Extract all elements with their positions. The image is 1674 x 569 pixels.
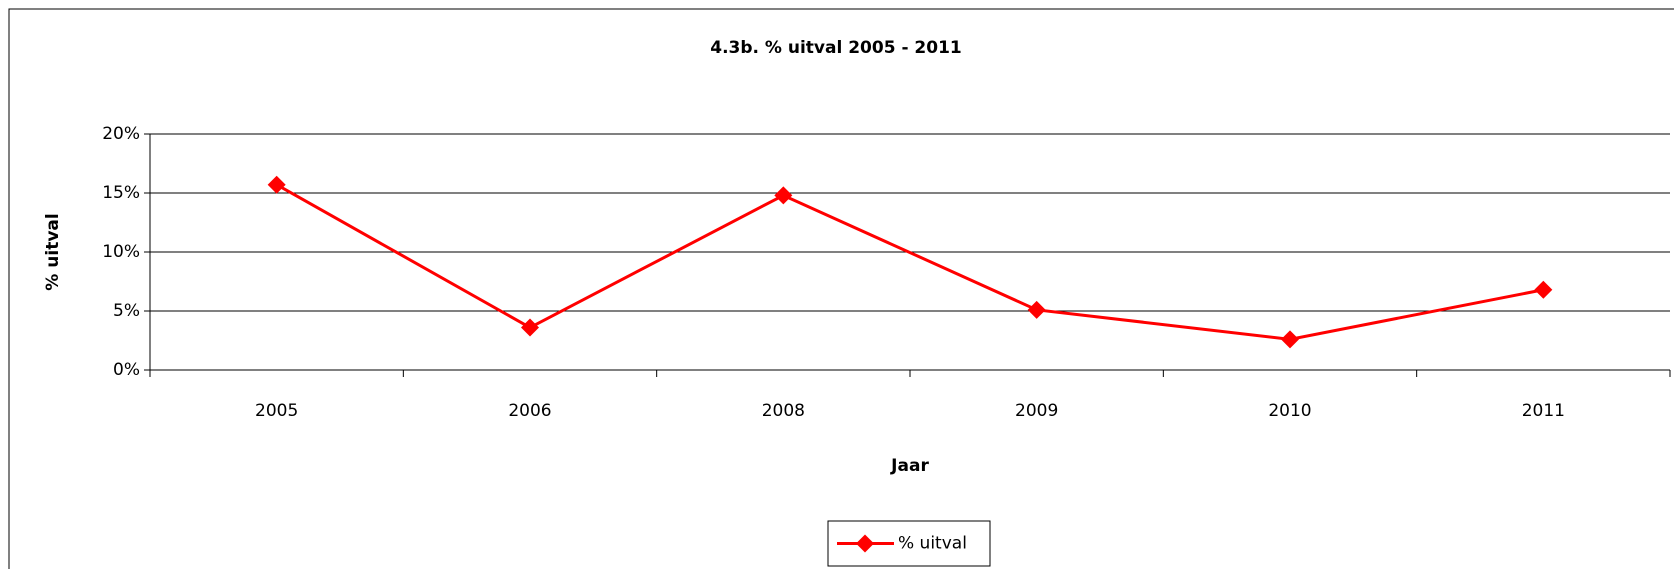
marker: [1027, 300, 1046, 319]
marker: [267, 175, 286, 194]
legend-marker: [856, 534, 874, 553]
x-tick-label: 2008: [762, 401, 805, 421]
x-tick-label: 2006: [508, 401, 551, 421]
y-tick-label: 10%: [102, 242, 140, 262]
y-tick-label: 0%: [113, 360, 140, 380]
y-tick-label: 15%: [102, 183, 140, 203]
x-tick-label: 2005: [255, 401, 298, 421]
marker: [774, 186, 793, 205]
x-tick-label: 2009: [1015, 401, 1058, 421]
x-axis-label: Jaar: [890, 456, 929, 476]
marker: [521, 318, 539, 337]
chart-title: 4.3b. % uitval 2005 - 2011: [710, 38, 962, 58]
chart-border: [8, 8, 1674, 569]
x-tick-label: 2010: [1268, 401, 1311, 421]
y-tick-label: 5%: [113, 301, 140, 321]
y-tick-label: 20%: [102, 124, 140, 144]
y-axis-label: % uitval: [43, 213, 63, 290]
marker: [1534, 280, 1553, 299]
legend-label: % uitval: [898, 534, 967, 554]
x-tick-label: 2011: [1522, 401, 1565, 421]
series-line: [275, 183, 1544, 341]
marker: [1281, 330, 1299, 349]
